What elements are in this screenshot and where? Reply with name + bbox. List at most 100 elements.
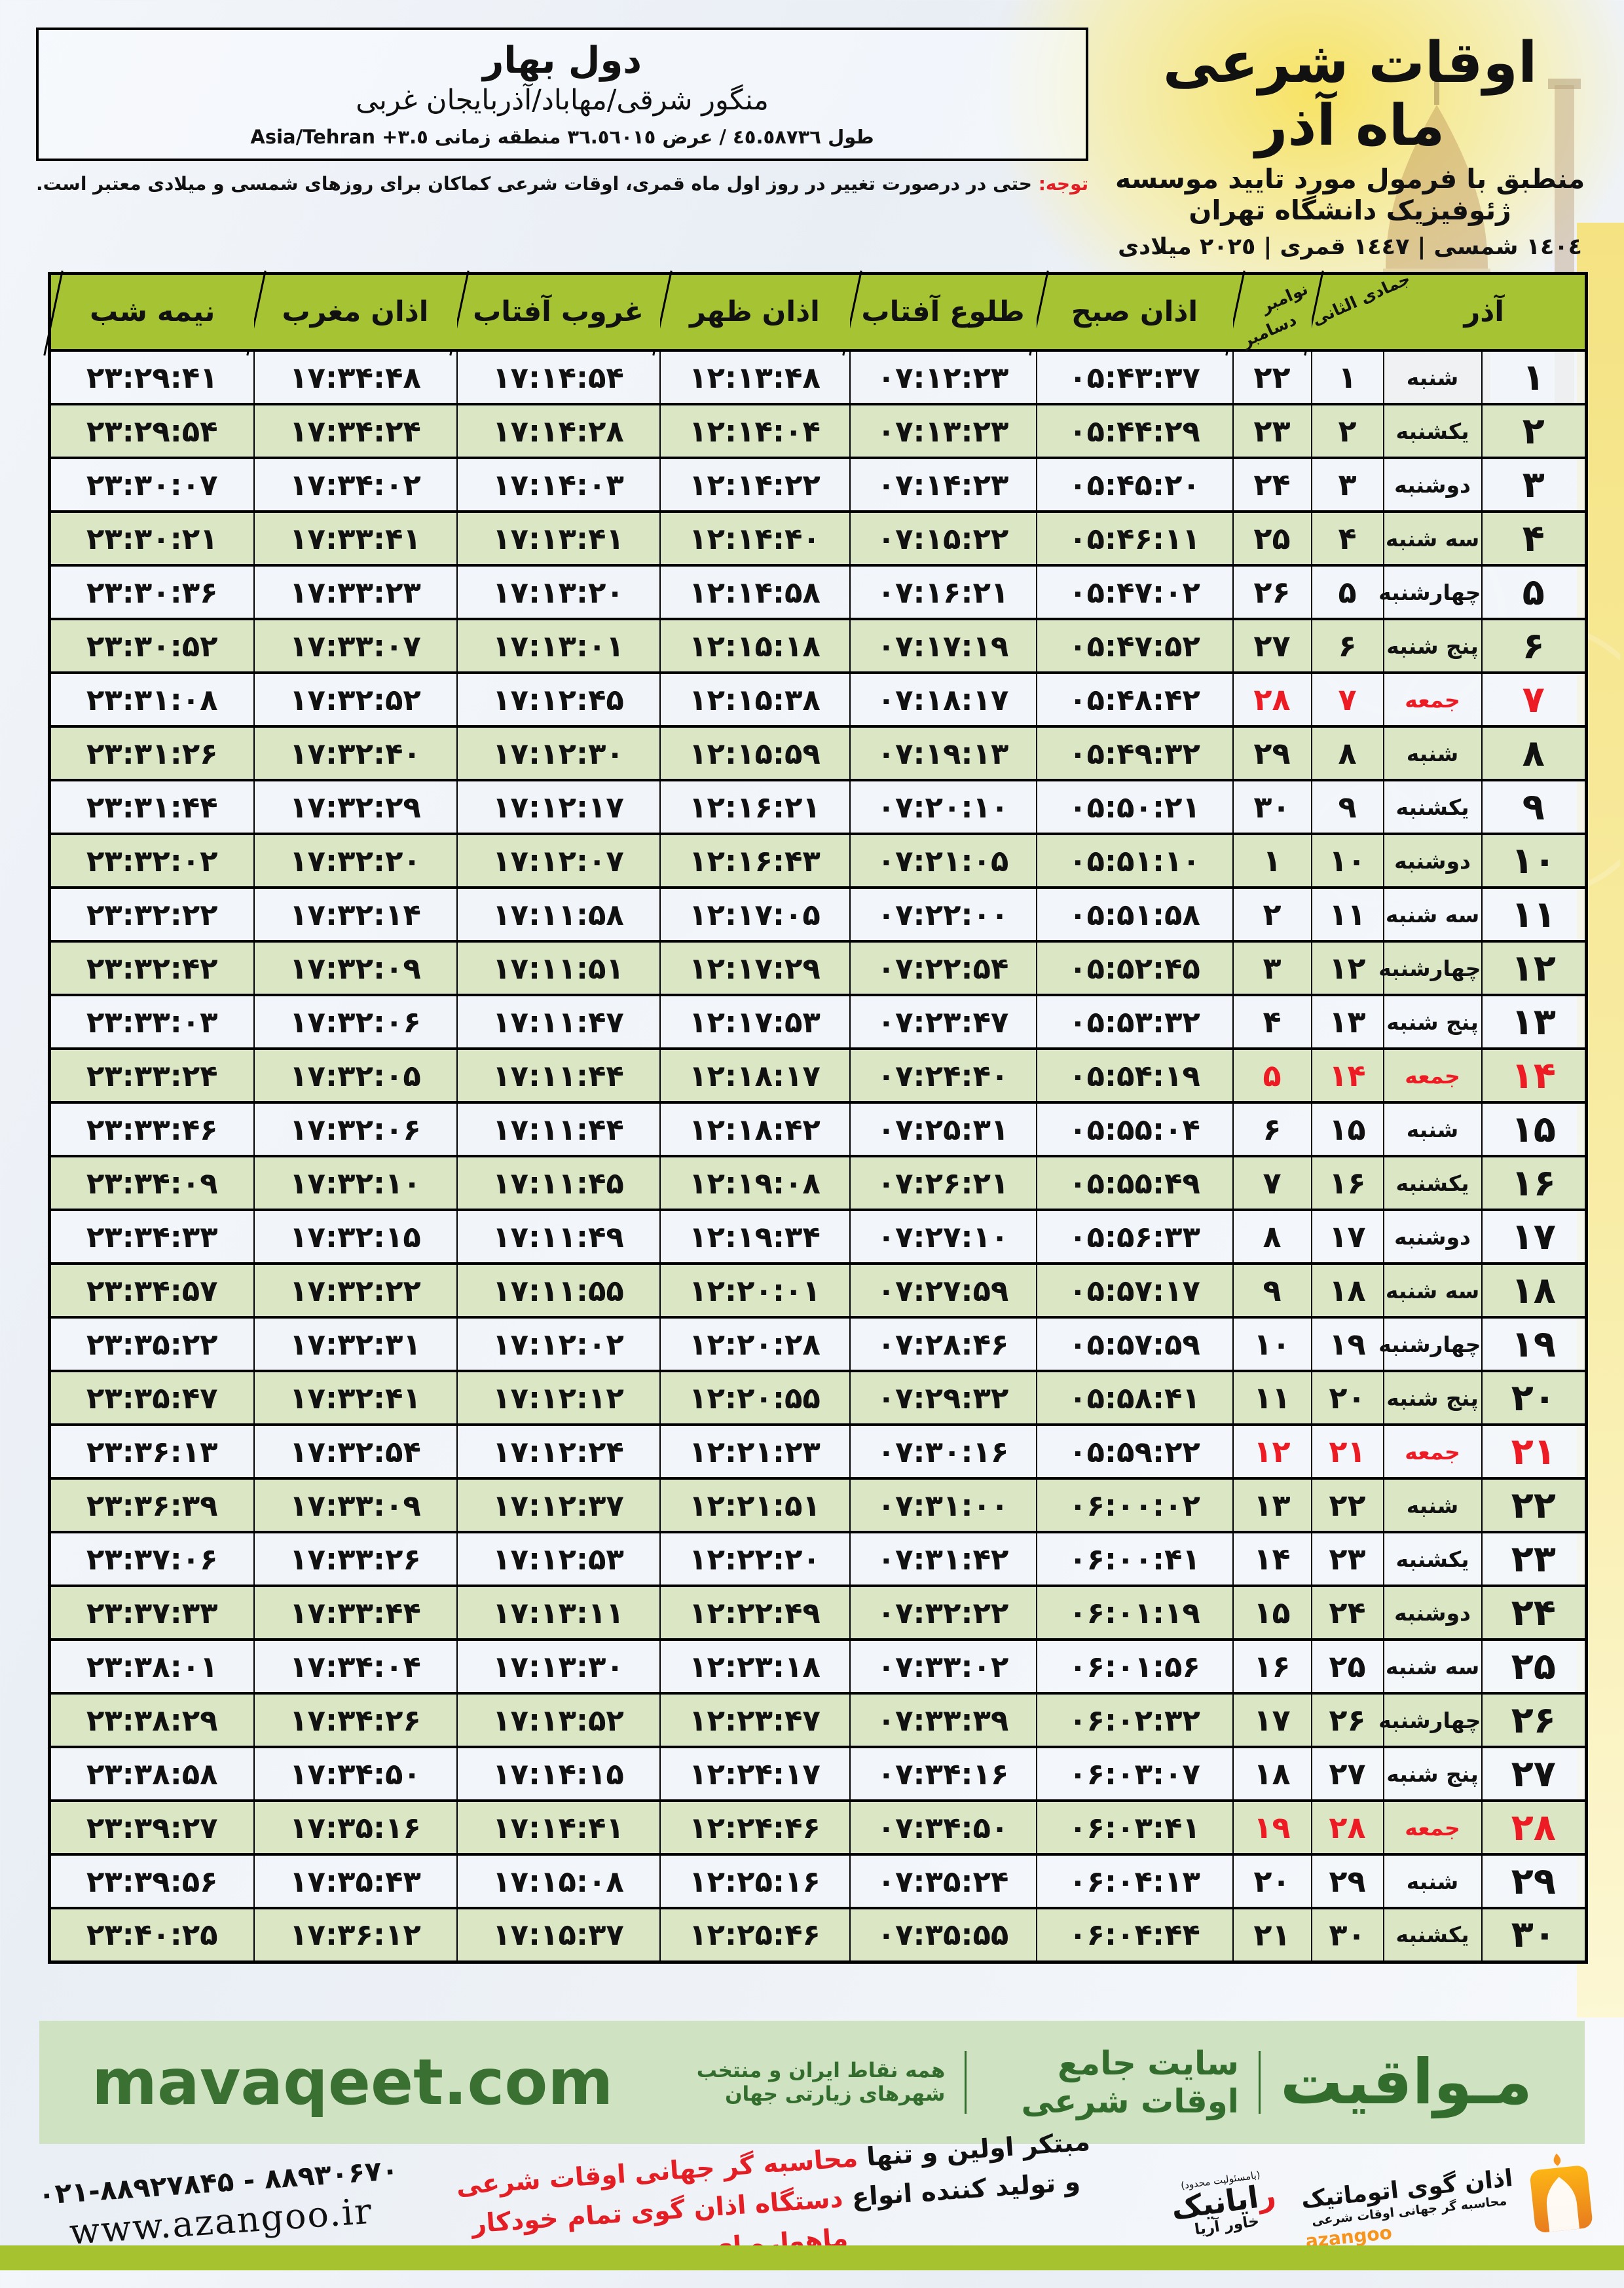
divider	[965, 2051, 967, 2114]
jumada-day: ۲۸	[1310, 1799, 1384, 1856]
zohr-azan-time: ۱۲:۲۲:۲۰	[659, 1531, 851, 1587]
zohr-azan-time: ۱۲:۱۷:۰۵	[659, 886, 851, 943]
jumada-day: ۱۴	[1310, 1047, 1384, 1104]
maghreb-azan-time: ۱۷:۳۲:۰۶	[253, 1101, 458, 1157]
azar-day: ۲۷	[1481, 1746, 1587, 1802]
sunset-time: ۱۷:۱۲:۱۷	[456, 779, 661, 835]
midnight-time: ۲۳:۲۹:۴۱	[48, 349, 255, 405]
maghreb-azan-time: ۱۷:۳۲:۱۰	[253, 1155, 458, 1211]
sobh-azan-time: ۰۵:۵۷:۵۹	[1035, 1316, 1234, 1372]
sunset-time: ۱۷:۱۲:۴۵	[456, 671, 661, 728]
weekday: جمعه	[1382, 671, 1483, 728]
table-row: ۱۹ چهارشنبه ۱۹ ۱۰ ۰۵:۵۷:۵۹ ۰۷:۲۸:۴۶ ۱۲:۲…	[48, 1316, 1587, 1372]
col-sobh-azan: اذان صبح	[1036, 273, 1233, 352]
sunrise-time: ۰۷:۲۴:۴۰	[849, 1047, 1037, 1104]
table-row: ۴ سه شنبه ۴ ۲۵ ۰۵:۴۶:۱۱ ۰۷:۱۵:۲۲ ۱۲:۱۴:۴…	[48, 510, 1587, 567]
sobh-azan-time: ۰۵:۵۷:۱۷	[1035, 1262, 1234, 1319]
sunset-time: ۱۷:۱۴:۵۴	[456, 349, 661, 405]
midnight-time: ۲۳:۳۳:۲۴	[48, 1047, 255, 1104]
gregorian-day: ۱	[1232, 833, 1312, 889]
sobh-azan-time: ۰۵:۴۳:۳۷	[1035, 349, 1234, 405]
sunrise-time: ۰۷:۱۵:۲۲	[849, 510, 1037, 567]
sunset-time: ۱۷:۱۲:۰۷	[456, 833, 661, 889]
table-row: ۵ چهارشنبه ۵ ۲۶ ۰۵:۴۷:۰۲ ۰۷:۱۶:۲۱ ۱۲:۱۴:…	[48, 564, 1587, 620]
sunset-time: ۱۷:۱۳:۴۱	[456, 510, 661, 567]
sobh-azan-time: ۰۶:۰۱:۱۹	[1035, 1585, 1234, 1641]
sunrise-time: ۰۷:۳۳:۳۹	[849, 1692, 1037, 1748]
midnight-time: ۲۳:۳۱:۴۴	[48, 779, 255, 835]
weekday: یکشنبه	[1382, 1907, 1483, 1963]
sobh-azan-time: ۰۶:۰۱:۵۶	[1035, 1638, 1234, 1695]
midnight-time: ۲۳:۳۲:۴۲	[48, 940, 255, 996]
maghreb-azan-time: ۱۷:۳۴:۲۶	[253, 1692, 458, 1748]
midnight-time: ۲۳:۳۳:۴۶	[48, 1101, 255, 1157]
gregorian-day: ۱۹	[1232, 1799, 1312, 1856]
sunrise-time: ۰۷:۲۲:۰۰	[849, 886, 1037, 943]
gregorian-day: ۷	[1232, 1155, 1312, 1211]
sunset-time: ۱۷:۱۳:۱۱	[456, 1585, 661, 1641]
table-row: ۲۶ چهارشنبه ۲۶ ۱۷ ۰۶:۰۲:۳۲ ۰۷:۳۳:۳۹ ۱۲:۲…	[48, 1692, 1587, 1748]
weekday: یکشنبه	[1382, 1531, 1483, 1587]
jumada-day: ۲۶	[1310, 1692, 1384, 1748]
midnight-time: ۲۳:۳۷:۰۶	[48, 1531, 255, 1587]
azangoo-logo: اذان گوی اتوماتیک محاسبه گر جهانی اوقات …	[1299, 2148, 1601, 2260]
sunrise-time: ۰۷:۲۷:۵۹	[849, 1262, 1037, 1319]
zohr-azan-time: ۱۲:۱۷:۲۹	[659, 940, 851, 996]
jumada-day: ۱۹	[1310, 1316, 1384, 1372]
maghreb-azan-time: ۱۷:۳۲:۰۶	[253, 994, 458, 1050]
table-row: ۲۸ جمعه ۲۸ ۱۹ ۰۶:۰۳:۴۱ ۰۷:۳۴:۵۰ ۱۲:۲۴:۴۶…	[48, 1799, 1587, 1856]
jumada-day: ۴	[1310, 510, 1384, 567]
rayanik-logo: (بامسئولیت محدود) رایانیک خاور آریا	[1168, 2167, 1280, 2241]
sobh-azan-time: ۰۵:۴۹:۳۲	[1035, 725, 1234, 781]
col-gregorian: نوامبر دسامبر	[1232, 273, 1312, 352]
azar-day: ۶	[1481, 618, 1587, 674]
table-row: ۹ یکشنبه ۹ ۳۰ ۰۵:۵۰:۲۱ ۰۷:۲۰:۱۰ ۱۲:۱۶:۲۱…	[48, 779, 1587, 835]
jumada-day: ۷	[1310, 671, 1384, 728]
weekday: چهارشنبه	[1378, 1316, 1483, 1372]
weekday: جمعه	[1382, 1799, 1483, 1856]
sobh-azan-time: ۰۶:۰۳:۰۷	[1035, 1746, 1234, 1802]
table-row: ۱۶ یکشنبه ۱۶ ۷ ۰۵:۵۵:۴۹ ۰۷:۲۶:۲۱ ۱۲:۱۹:۰…	[48, 1155, 1587, 1211]
table-row: ۱ شنبه ۱ ۲۲ ۰۵:۴۳:۳۷ ۰۷:۱۲:۲۳ ۱۲:۱۳:۴۸ ۱…	[48, 349, 1587, 405]
azar-day: ۱۲	[1481, 940, 1587, 996]
sobh-azan-time: ۰۶:۰۰:۰۲	[1035, 1477, 1234, 1533]
gregorian-day: ۲	[1232, 886, 1312, 943]
col-azar: آذر	[1383, 273, 1587, 352]
azar-day: ۱۹	[1481, 1316, 1587, 1372]
sobh-azan-time: ۰۵:۵۸:۴۱	[1035, 1370, 1234, 1426]
maghreb-azan-time: ۱۷:۳۴:۵۰	[253, 1746, 458, 1802]
weekday: جمعه	[1382, 1423, 1483, 1480]
gregorian-day: ۲۰	[1232, 1853, 1312, 1909]
sunset-time: ۱۷:۱۲:۰۲	[456, 1316, 661, 1372]
jumada-day: ۱۸	[1310, 1262, 1384, 1319]
sobh-azan-time: ۰۵:۵۹:۲۲	[1035, 1423, 1234, 1480]
weekday: سه شنبه	[1382, 1638, 1483, 1695]
azar-day: ۱	[1481, 349, 1587, 405]
sunrise-time: ۰۷:۳۲:۲۲	[849, 1585, 1037, 1641]
gregorian-day: ۱۶	[1232, 1638, 1312, 1695]
table-row: ۷ جمعه ۷ ۲۸ ۰۵:۴۸:۴۲ ۰۷:۱۸:۱۷ ۱۲:۱۵:۳۸ ۱…	[48, 671, 1587, 728]
maghreb-azan-time: ۱۷:۳۳:۲۳	[253, 564, 458, 620]
gregorian-day: ۴	[1232, 994, 1312, 1050]
weekday: دوشنبه	[1382, 833, 1483, 889]
jumada-day: ۱۲	[1310, 940, 1384, 996]
mavaqeet-url: mavaqeet.com	[92, 2046, 614, 2119]
bottom-green-bar	[0, 2245, 1624, 2270]
midnight-time: ۲۳:۳۴:۵۷	[48, 1262, 255, 1319]
zohr-azan-time: ۱۲:۱۴:۲۲	[659, 457, 851, 513]
notice-text: حتی در درصورت تغییر در روز اول ماه قمری،…	[36, 172, 1032, 195]
zohr-azan-time: ۱۲:۲۰:۰۱	[659, 1262, 851, 1319]
gregorian-day: ۲۳	[1232, 403, 1312, 459]
midnight-time: ۲۳:۳۴:۰۹	[48, 1155, 255, 1211]
sunset-time: ۱۷:۱۴:۴۱	[456, 1799, 661, 1856]
sunrise-time: ۰۷:۳۱:۰۰	[849, 1477, 1037, 1533]
table-row: ۲۳ یکشنبه ۲۳ ۱۴ ۰۶:۰۰:۴۱ ۰۷:۳۱:۴۲ ۱۲:۲۲:…	[48, 1531, 1587, 1587]
title-block: اوقات شرعی ماه آذر منطبق با فرمول مورد ت…	[1112, 28, 1588, 260]
maghreb-azan-time: ۱۷:۳۲:۱۵	[253, 1209, 458, 1265]
sunset-time: ۱۷:۱۲:۱۲	[456, 1370, 661, 1426]
midnight-time: ۲۳:۳۰:۰۷	[48, 457, 255, 513]
gregorian-day: ۱۲	[1232, 1423, 1312, 1480]
zohr-azan-time: ۱۲:۱۵:۵۹	[659, 725, 851, 781]
sobh-azan-time: ۰۵:۴۴:۲۹	[1035, 403, 1234, 459]
jumada-day: ۱۶	[1310, 1155, 1384, 1211]
